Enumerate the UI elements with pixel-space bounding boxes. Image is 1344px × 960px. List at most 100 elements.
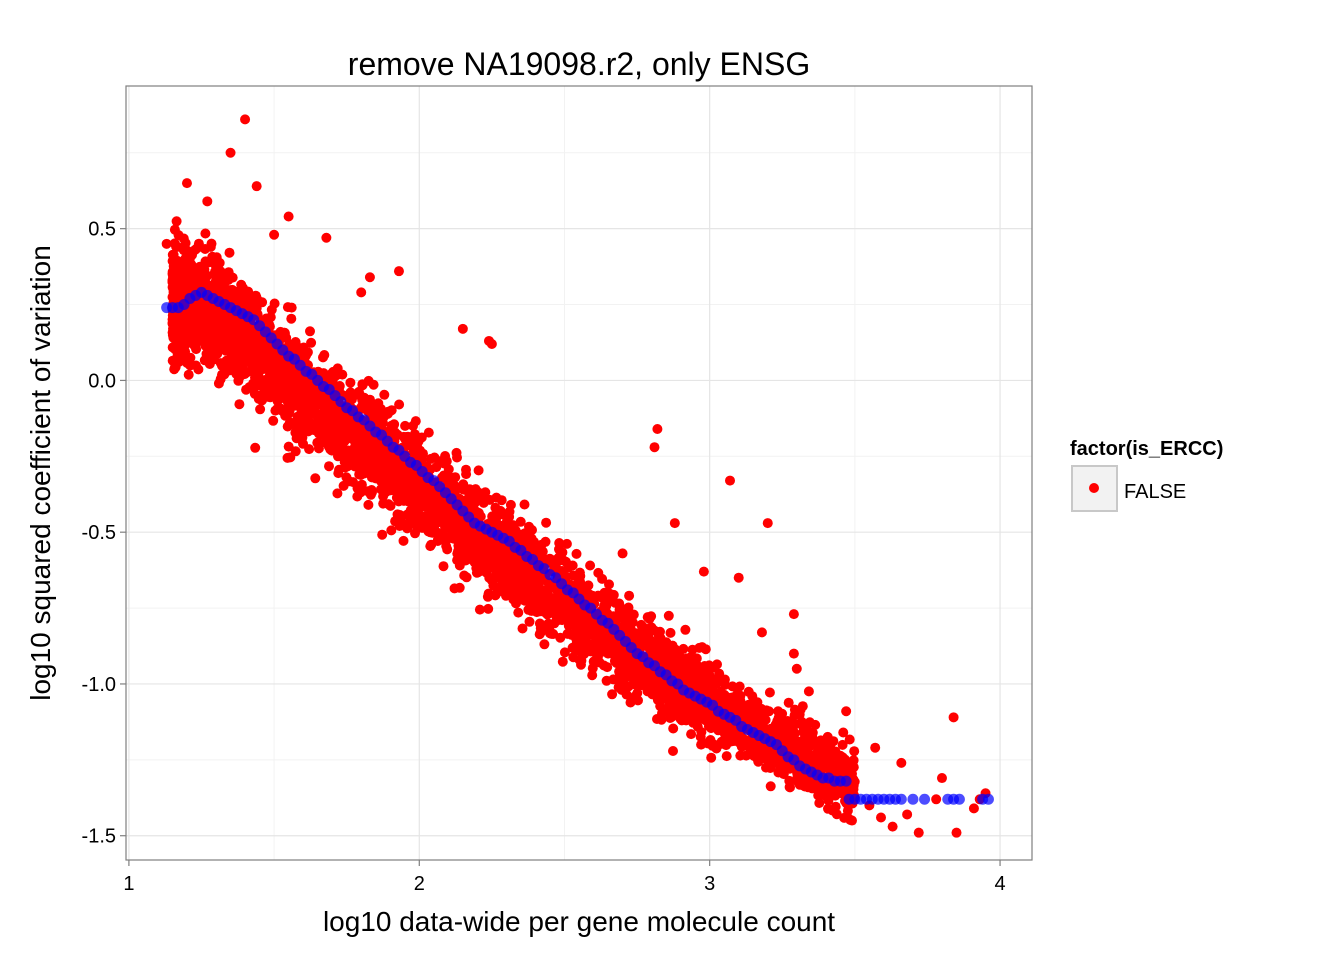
data-point-false <box>234 341 245 352</box>
data-point-false <box>401 475 412 485</box>
data-point-false <box>161 238 172 249</box>
data-point-false <box>820 741 831 752</box>
data-point-false <box>251 343 262 354</box>
data-point-false <box>229 359 240 370</box>
data-point-false <box>500 573 511 584</box>
data-point-false <box>675 705 686 716</box>
data-point-false <box>263 374 274 384</box>
data-point-false <box>632 672 643 683</box>
data-point-false <box>315 429 326 440</box>
data-point-false <box>205 281 216 292</box>
data-point-false <box>870 742 881 753</box>
data-point-false <box>316 396 327 407</box>
data-point-false <box>721 691 732 702</box>
data-point-false <box>378 498 389 509</box>
data-point-false <box>224 247 235 258</box>
data-point-false <box>276 403 286 414</box>
data-point-false <box>457 323 468 334</box>
data-point-false <box>674 650 685 661</box>
data-point-false <box>835 750 846 761</box>
data-point-false <box>761 762 771 773</box>
data-point-false <box>733 572 744 583</box>
data-point-false <box>282 302 293 313</box>
data-point-false <box>247 298 258 309</box>
data-point-false <box>171 263 182 274</box>
data-point-false <box>483 335 494 346</box>
data-point-false <box>377 529 388 540</box>
data-point-false <box>688 658 699 668</box>
legend: factor(is_ERCC) FALSE <box>1070 438 1223 512</box>
data-point-false <box>544 626 555 637</box>
data-point-false <box>513 607 524 618</box>
data-point-false <box>470 545 480 555</box>
data-point-false <box>519 499 530 510</box>
data-point-false <box>790 735 801 746</box>
data-point-false <box>325 405 335 415</box>
data-point-false <box>269 229 280 240</box>
data-point-false <box>798 722 809 733</box>
data-point-false <box>319 350 330 360</box>
data-point-false <box>317 420 328 431</box>
data-point-false <box>536 539 547 550</box>
data-point-false <box>401 432 412 442</box>
data-point-false <box>213 378 224 389</box>
data-point-false <box>652 423 663 434</box>
data-point-false <box>200 228 211 239</box>
data-point-false <box>566 629 577 640</box>
data-point-false <box>225 147 236 158</box>
data-point-false <box>362 397 373 408</box>
data-point-false <box>495 505 506 516</box>
y-tick-label: -1.0 <box>82 674 116 696</box>
data-point-false <box>571 548 582 559</box>
data-point-false <box>707 740 718 751</box>
data-point-false <box>392 473 403 484</box>
data-point-false <box>834 759 845 770</box>
data-point-false <box>461 464 471 475</box>
data-point-false <box>207 334 218 345</box>
data-point-false <box>373 439 384 450</box>
data-point-false <box>412 479 423 490</box>
data-point-false <box>803 686 814 697</box>
data-point-false <box>450 472 461 483</box>
data-point-false <box>473 465 484 476</box>
data-point-false <box>539 639 550 650</box>
grid-lines <box>126 86 1032 860</box>
data-point-false <box>585 629 596 640</box>
data-point-false <box>665 627 676 638</box>
data-point-false <box>398 535 409 546</box>
data-point-false <box>272 366 283 377</box>
data-point-false <box>502 561 513 572</box>
data-point-false <box>357 452 367 463</box>
data-point-false <box>452 452 462 463</box>
data-point-false <box>735 750 746 761</box>
data-point-false <box>313 443 324 454</box>
data-point-false <box>437 513 448 524</box>
data-point-blue <box>982 793 994 805</box>
data-point-false <box>515 516 526 527</box>
chart-title: remove NA19098.r2, only ENSG <box>348 46 810 82</box>
data-point-false <box>654 633 665 644</box>
data-point-false <box>887 821 898 832</box>
data-point-false <box>442 544 453 555</box>
data-point-false <box>502 513 513 524</box>
data-point-false <box>800 742 810 753</box>
data-point-false <box>736 741 747 752</box>
data-point-false <box>300 426 311 437</box>
data-point-false <box>783 732 794 743</box>
data-point-false <box>356 287 367 298</box>
data-point-false <box>577 642 588 653</box>
data-point-false <box>363 486 373 497</box>
data-point-false <box>837 739 848 750</box>
data-point-false <box>496 495 507 506</box>
data-point-false <box>663 610 674 621</box>
data-point-false <box>170 361 181 372</box>
data-point-false <box>528 536 539 547</box>
data-point-false <box>727 681 738 692</box>
x-tick-label: 2 <box>414 873 425 895</box>
legend-key-point <box>1089 483 1099 493</box>
data-point-false <box>618 604 628 615</box>
data-point-false <box>543 582 554 593</box>
data-point-false <box>695 731 706 742</box>
data-point-false <box>286 342 297 353</box>
data-point-false <box>720 679 730 690</box>
